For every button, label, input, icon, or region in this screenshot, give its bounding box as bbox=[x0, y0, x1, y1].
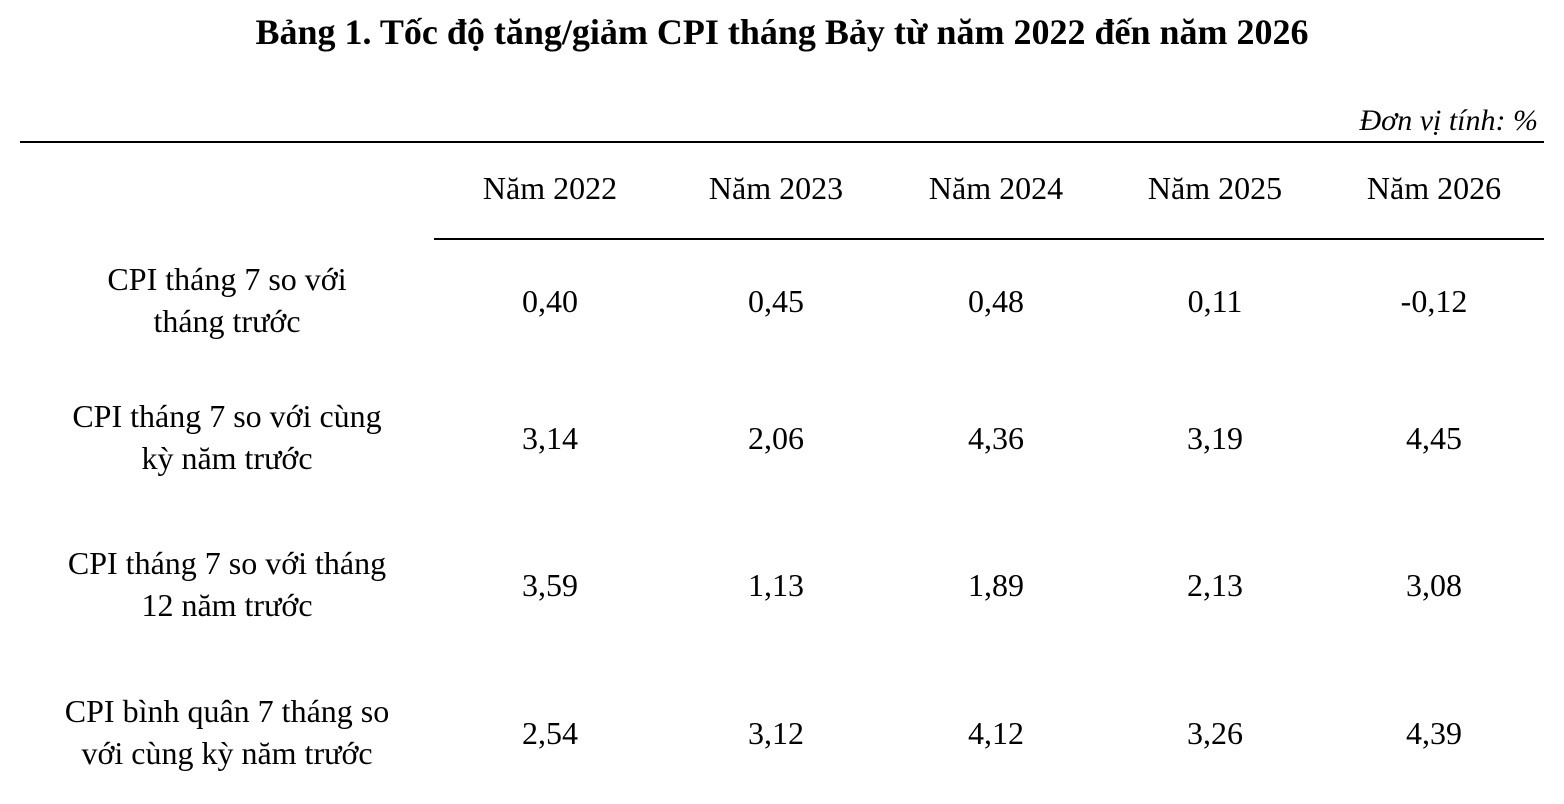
unit-note: Đơn vị tính: % bbox=[1359, 104, 1538, 137]
column-header-2024: Năm 2024 bbox=[928, 170, 1064, 206]
column-header-2026: Năm 2026 bbox=[1366, 170, 1502, 206]
table-cell: 0,11 bbox=[1187, 283, 1243, 319]
table-top-rule bbox=[20, 141, 1544, 143]
row-label-yoy: CPI tháng 7 so với cùng kỳ năm trước bbox=[22, 395, 432, 479]
row-label-7-month-average: CPI bình quân 7 tháng so với cùng kỳ năm… bbox=[22, 690, 432, 774]
row-label-line: CPI tháng 7 so với cùng bbox=[72, 398, 382, 434]
table-cell: 3,08 bbox=[1406, 567, 1462, 603]
table-cell: 1,13 bbox=[748, 567, 804, 603]
table-cell: 4,39 bbox=[1406, 715, 1462, 751]
row-label-line: CPI tháng 7 so với tháng bbox=[67, 545, 387, 581]
row-label-line: với cùng kỳ năm trước bbox=[81, 735, 373, 771]
table-cell: 4,36 bbox=[968, 420, 1024, 456]
table-cell: 2,54 bbox=[522, 715, 578, 751]
table-cell: 3,59 bbox=[522, 567, 578, 603]
row-label-mom: CPI tháng 7 so với tháng trước bbox=[22, 258, 432, 342]
table-cell: 3,14 bbox=[522, 420, 578, 456]
table-cell: 3,26 bbox=[1187, 715, 1243, 751]
row-label-line: kỳ năm trước bbox=[141, 440, 313, 476]
column-header-2022: Năm 2022 bbox=[482, 170, 618, 206]
row-label-line: 12 năm trước bbox=[141, 587, 313, 623]
table-cell: 3,12 bbox=[748, 715, 804, 751]
table-cell: 0,45 bbox=[748, 283, 804, 319]
table-cell: 3,19 bbox=[1187, 420, 1243, 456]
table-cell: 1,89 bbox=[968, 567, 1024, 603]
column-header-2023: Năm 2023 bbox=[708, 170, 844, 206]
table-cell: 0,40 bbox=[522, 283, 578, 319]
header-rule bbox=[434, 238, 1544, 240]
column-header-2025: Năm 2025 bbox=[1147, 170, 1283, 206]
row-label-line: CPI tháng 7 so với bbox=[107, 261, 347, 297]
table-cell: 4,45 bbox=[1406, 420, 1462, 456]
row-label-line: CPI bình quân 7 tháng so bbox=[64, 693, 390, 729]
table-cell: -0,12 bbox=[1400, 283, 1468, 319]
table-cell: 0,48 bbox=[968, 283, 1024, 319]
table-title: Bảng 1. Tốc độ tăng/giảm CPI tháng Bảy t… bbox=[255, 12, 1309, 52]
row-label-line: tháng trước bbox=[153, 303, 301, 339]
table-cell: 2,06 bbox=[748, 420, 804, 456]
table-cell: 4,12 bbox=[968, 715, 1024, 751]
row-label-vs-december: CPI tháng 7 so với tháng 12 năm trước bbox=[22, 542, 432, 626]
table-cell: 2,13 bbox=[1187, 567, 1243, 603]
